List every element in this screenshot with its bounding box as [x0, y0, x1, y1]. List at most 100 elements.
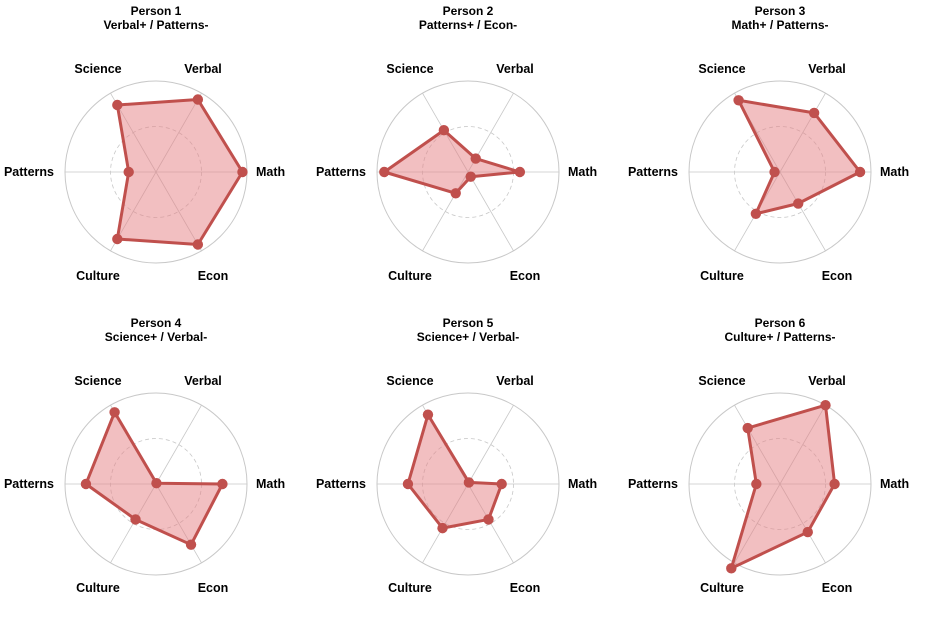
data-point-patterns [379, 166, 390, 178]
chart-title: Person 5 [443, 316, 494, 330]
axis-label-verbal: Verbal [808, 374, 846, 388]
data-point-verbal [192, 94, 204, 105]
chart-subtitle: Science+ / Verbal- [417, 330, 519, 344]
axis-label-patterns: Patterns [628, 165, 678, 179]
axis-label-science: Science [74, 62, 121, 76]
spoke-verbal [467, 404, 514, 485]
axis-label-science: Science [386, 374, 433, 388]
axis-label-math: Math [256, 477, 285, 491]
data-point-science [438, 125, 450, 136]
axis-label-econ: Econ [510, 269, 541, 283]
data-point-econ [483, 514, 494, 525]
chart-title: Person 6 [755, 316, 806, 330]
axis-label-verbal: Verbal [496, 62, 534, 76]
axis-label-econ: Econ [510, 581, 541, 595]
series-area [737, 98, 862, 216]
axis-label-patterns: Patterns [628, 477, 678, 491]
axis-label-patterns: Patterns [316, 477, 366, 491]
data-point-patterns [769, 166, 780, 178]
axis-label-science: Science [74, 374, 121, 388]
chart-subtitle: Patterns+ / Econ- [419, 18, 517, 32]
data-point-verbal [463, 477, 475, 488]
spoke-econ [467, 171, 514, 252]
axis-label-culture: Culture [700, 581, 744, 595]
axis-label-patterns: Patterns [4, 165, 54, 179]
axis-label-verbal: Verbal [184, 374, 222, 388]
data-point-culture [112, 233, 123, 245]
data-point-culture [130, 514, 141, 525]
axis-label-verbal: Verbal [496, 374, 534, 388]
data-point-math [854, 166, 866, 178]
data-point-science [422, 409, 434, 420]
chart-subtitle: Science+ / Verbal- [105, 330, 207, 344]
data-point-econ [192, 239, 204, 250]
chart-subtitle: Math+ / Patterns- [731, 18, 828, 32]
axis-label-econ: Econ [198, 581, 229, 595]
data-point-patterns [80, 478, 92, 490]
axis-label-math: Math [568, 165, 597, 179]
data-point-verbal [470, 153, 481, 164]
data-point-science [112, 99, 123, 111]
spoke-verbal [155, 404, 202, 485]
data-point-patterns [751, 478, 762, 490]
axis-label-culture: Culture [388, 581, 432, 595]
data-point-math [829, 478, 840, 490]
data-point-science [742, 422, 753, 434]
data-point-patterns [402, 478, 414, 490]
data-point-culture [450, 188, 461, 199]
data-point-math [496, 478, 507, 490]
axis-label-math: Math [880, 477, 909, 491]
axis-label-econ: Econ [822, 581, 853, 595]
chart-subtitle: Culture+ / Patterns- [724, 330, 835, 344]
axis-label-patterns: Patterns [316, 165, 366, 179]
axis-label-verbal: Verbal [184, 62, 222, 76]
axis-label-science: Science [698, 62, 745, 76]
data-point-math [217, 478, 228, 490]
data-point-verbal [151, 478, 162, 489]
axis-label-econ: Econ [822, 269, 853, 283]
data-point-econ [465, 171, 476, 182]
axis-label-math: Math [880, 165, 909, 179]
chart-title: Person 2 [443, 4, 494, 18]
data-point-verbal [820, 399, 831, 411]
axis-label-verbal: Verbal [808, 62, 846, 76]
data-point-culture [750, 208, 762, 219]
axis-label-science: Science [386, 62, 433, 76]
data-point-econ [793, 198, 804, 209]
data-point-econ [185, 539, 197, 550]
axis-label-econ: Econ [198, 269, 229, 283]
data-point-culture [437, 522, 448, 534]
axis-label-patterns: Patterns [4, 477, 54, 491]
data-point-patterns [123, 166, 134, 178]
series-area [406, 413, 504, 530]
data-point-math [237, 166, 248, 178]
data-point-science [733, 95, 744, 106]
chart-subtitle: Verbal+ / Patterns- [103, 18, 208, 32]
axis-label-culture: Culture [700, 269, 744, 283]
data-point-verbal [808, 107, 820, 119]
axis-label-math: Math [568, 477, 597, 491]
axis-label-culture: Culture [76, 269, 120, 283]
series-area [115, 98, 244, 246]
axis-label-culture: Culture [76, 581, 120, 595]
chart-title: Person 3 [755, 4, 806, 18]
data-point-econ [802, 526, 813, 538]
data-point-math [514, 166, 526, 178]
series-area [84, 410, 224, 547]
chart-title: Person 1 [131, 4, 182, 18]
series-area [382, 128, 522, 195]
chart-title: Person 4 [131, 316, 182, 330]
data-point-culture [726, 563, 737, 574]
axis-label-science: Science [698, 374, 745, 388]
axis-label-culture: Culture [388, 269, 432, 283]
axis-label-math: Math [256, 165, 285, 179]
data-point-science [109, 407, 120, 418]
